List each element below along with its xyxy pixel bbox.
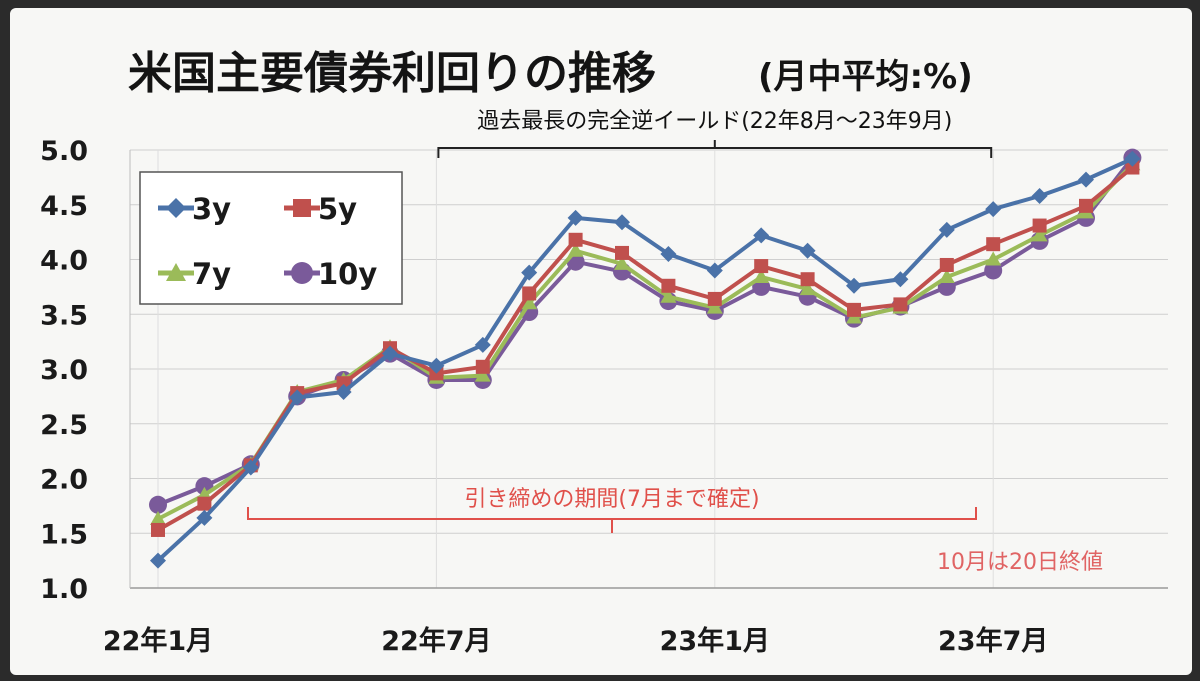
data-point-5y	[151, 522, 165, 537]
data-point-5y	[1079, 198, 1093, 213]
legend-marker-10y	[291, 262, 313, 284]
data-point-3y	[799, 242, 816, 259]
data-point-3y	[660, 246, 677, 263]
series-line-7y	[157, 162, 1134, 521]
data-point-7y	[150, 511, 166, 526]
y-tick-label: 5.0	[40, 136, 88, 167]
data-point-3y	[706, 262, 723, 279]
data-point-3y	[985, 201, 1002, 218]
data-point-3y	[938, 221, 955, 238]
annotations-layer: 過去最長の完全逆イールド(22年8月〜23年9月) 引き締めの期間(7月まで確定)…	[247, 109, 1103, 575]
legend-marker-5y	[293, 199, 311, 217]
legend-label: 3y	[192, 192, 231, 226]
data-point-5y	[1125, 160, 1140, 175]
data-point-3y	[892, 271, 909, 288]
data-point-5y	[522, 286, 537, 301]
data-point-5y	[800, 272, 815, 287]
legend-item-3y: 3y	[158, 192, 231, 226]
y-tick-label: 4.0	[40, 246, 88, 277]
x-tick-label: 22年1月	[103, 625, 213, 657]
data-point-7y	[567, 242, 584, 257]
data-point-3y	[846, 277, 862, 294]
data-point-7y	[985, 251, 1002, 266]
data-point-3y	[428, 357, 445, 374]
y-tick-label: 3.5	[40, 300, 88, 331]
data-point-7y	[474, 367, 491, 382]
data-point-5y	[707, 291, 722, 306]
data-point-7y	[799, 281, 816, 296]
data-point-7y	[521, 295, 538, 310]
data-point-5y	[754, 259, 769, 274]
data-point-5y	[197, 496, 212, 511]
data-point-3y	[289, 389, 306, 406]
x-tick-label: 22年7月	[381, 625, 491, 657]
y-tick-label: 1.5	[40, 519, 88, 550]
x-tick-label: 23年1月	[660, 625, 770, 657]
y-tick-label: 1.0	[40, 574, 88, 605]
legend-item-5y: 5y	[284, 192, 357, 226]
x-tick-label: 23年7月	[938, 625, 1048, 657]
y-tick-label: 3.0	[40, 355, 88, 386]
y-tick-label: 2.0	[40, 465, 88, 496]
data-point-3y	[242, 459, 259, 476]
legend-label: 10y	[318, 257, 377, 291]
slide-panel	[10, 8, 1192, 675]
inversion-bracket	[437, 140, 993, 158]
series-line-5y	[157, 165, 1134, 532]
data-point-3y	[196, 509, 213, 526]
series-3y	[150, 150, 1141, 569]
data-point-7y	[938, 269, 955, 284]
legend-marker-7y	[166, 263, 186, 281]
data-point-3y	[753, 227, 770, 244]
data-point-3y	[567, 209, 584, 226]
data-point-3y	[1078, 171, 1094, 188]
legend-box	[139, 171, 403, 305]
data-point-5y	[893, 297, 908, 312]
close-note: 10月は20日終値	[937, 550, 1103, 575]
data-point-3y	[1031, 187, 1048, 204]
data-point-5y	[615, 245, 629, 260]
data-point-7y	[706, 299, 723, 314]
tightening-bracket	[247, 507, 977, 533]
data-point-5y	[986, 237, 1001, 252]
series-layer	[149, 148, 1142, 569]
legend-marker-3y	[166, 198, 186, 218]
data-point-5y	[475, 359, 490, 374]
data-point-3y	[1124, 150, 1141, 167]
data-point-5y	[847, 302, 861, 317]
legend: 3y 5y 7y 10y	[139, 171, 403, 305]
legend-item-10y: 10y	[284, 257, 377, 291]
legend-label: 5y	[318, 192, 357, 226]
chart-subtitle: (月中平均:%)	[758, 57, 973, 97]
data-point-3y	[521, 264, 538, 281]
inversion-label: 過去最長の完全逆イールド(22年8月〜23年9月)	[477, 109, 952, 134]
series-line-3y	[156, 156, 1134, 563]
data-point-5y	[1032, 218, 1047, 233]
data-point-5y	[568, 232, 583, 247]
data-point-3y	[382, 345, 398, 362]
data-point-10y	[149, 495, 167, 514]
data-point-3y	[614, 214, 630, 231]
data-point-5y	[939, 257, 954, 272]
data-point-3y	[150, 552, 166, 569]
data-point-7y	[753, 269, 770, 284]
data-point-3y	[474, 336, 491, 353]
chart-title: 米国主要債券利回りの推移	[128, 48, 656, 99]
legend-label: 7y	[192, 257, 231, 291]
data-point-10y	[984, 261, 1003, 280]
data-point-5y	[661, 278, 676, 293]
data-point-7y	[1031, 227, 1048, 242]
axes: 5.0 4.5 4.0 3.5 3.0 2.5 2.0 1.5 1.0 22年1月 22年7月 23年…	[40, 136, 1168, 657]
data-point-7y	[614, 255, 630, 270]
tightening-label: 引き締めの期間(7月まで確定)	[464, 487, 759, 512]
data-point-3y	[335, 383, 352, 400]
y-tick-label: 4.5	[40, 191, 88, 222]
legend-item-7y: 7y	[158, 257, 231, 291]
data-point-7y	[660, 288, 677, 303]
y-tick-label: 2.5	[40, 410, 88, 441]
